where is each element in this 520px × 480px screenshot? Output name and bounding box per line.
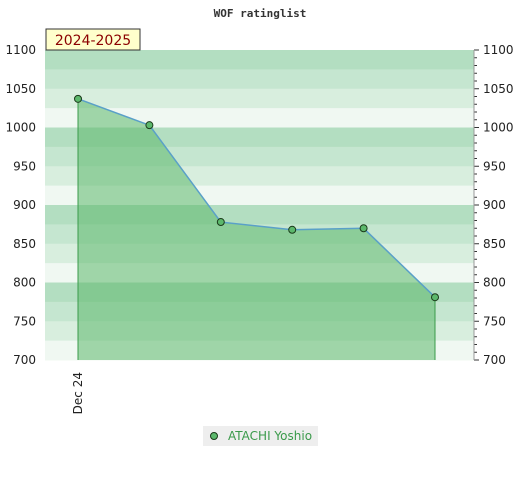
y-tick-label-right: 750 [483,314,506,328]
y-tick-label-left: 850 [13,237,36,251]
data-point-2[interactable] [216,218,225,227]
chart-title: WOF ratinglist [214,7,307,20]
y-tick-label-left: 800 [13,276,36,290]
data-point-4[interactable] [359,224,368,233]
grid-band [45,88,474,109]
y-tick-label-right: 1100 [483,43,514,57]
data-point-1[interactable] [145,121,154,130]
series-line [77,98,436,298]
grid-band [45,50,474,70]
series-area [74,94,439,361]
series-area-fill [78,98,435,361]
y-tick-label-right: 1050 [483,82,514,96]
season-badge: 2024-2025 [45,28,141,51]
y-tick-label-right: 850 [483,237,506,251]
legend-label-atachi-yoshio: ATACHI Yoshio [228,429,312,443]
x-tick-label: Dec 24 [71,372,85,414]
y-tick-label-left: 950 [13,159,36,173]
y-tick-label-right: 800 [483,276,506,290]
y-tick-label-left: 900 [13,198,36,212]
data-point-3[interactable] [288,225,297,234]
legend[interactable]: ATACHI Yoshio [203,426,318,446]
y-tick-label-left: 1000 [5,121,36,135]
season-label: 2024-2025 [55,33,131,49]
y-tick-label-right: 1000 [483,121,514,135]
y-tick-label-left: 700 [13,353,36,367]
y-axis-left: 700 750 800 850 900 950 1000 1050 1100 [5,43,36,367]
data-point-5[interactable] [431,293,439,302]
grid-band [45,69,474,90]
y-tick-label-right: 950 [483,159,506,173]
data-point-0[interactable] [74,94,82,103]
y-tick-label-right: 900 [483,198,506,212]
y-axis-right: 700 750 800 850 900 950 1000 1050 1100 [473,43,514,367]
y-tick-label-left: 1050 [5,82,36,96]
y-tick-label-left: 1100 [5,43,36,57]
legend-marker [210,432,218,440]
y-tick-label-right: 700 [483,353,506,367]
x-axis: Dec 24 [71,372,85,414]
y-tick-label-left: 750 [13,314,36,328]
